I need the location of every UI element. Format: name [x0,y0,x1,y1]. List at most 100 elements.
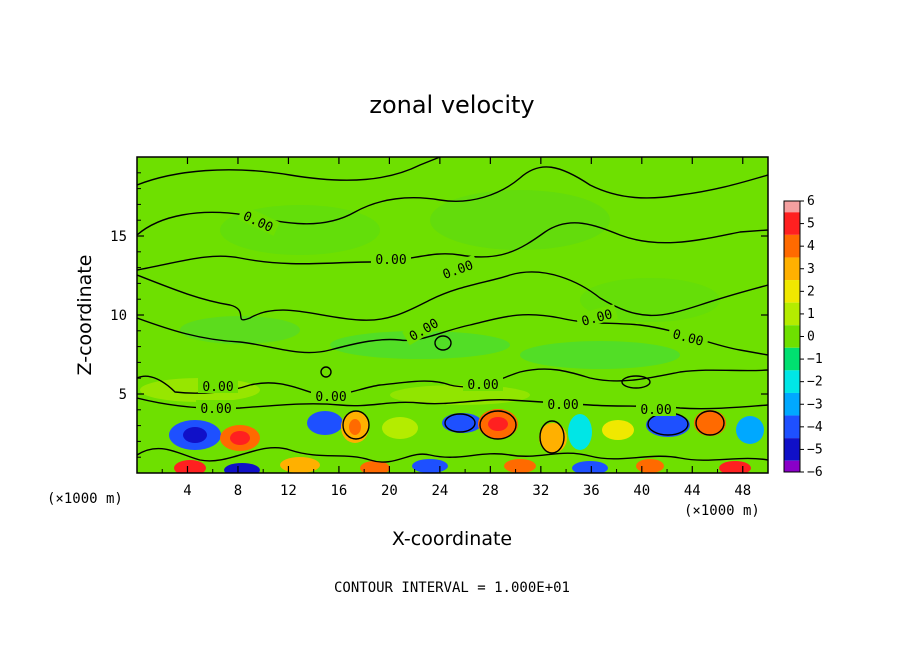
colorbar-label: −1 [807,352,823,367]
x-tick-label: 44 [684,483,701,499]
colorbar-swatch [784,302,800,326]
contour-label-bg [575,304,618,329]
x-tick-label: 32 [532,483,549,499]
colorbar-swatch [784,280,800,303]
contour-label-bg [196,400,236,415]
positive-blob [382,417,418,439]
contour-interval-note: CONTOUR INTERVAL = 1.000E+01 [334,580,570,596]
negative-blob [307,411,343,435]
field-patch [430,190,610,250]
contour-label-bg [667,324,710,349]
positive-blob [349,419,361,435]
colorbar-label: 1 [807,307,815,322]
positive-blob [602,420,634,440]
contour-loop [695,410,725,436]
contour-label-bg [311,388,351,403]
contour-label-bg [402,312,445,346]
colorbar-swatch [784,415,800,439]
positive-blob [488,417,508,431]
contour-label: 0.00 [640,403,671,418]
contour-line [137,271,768,321]
colorbar-label: −5 [807,442,823,457]
negative-blob [412,459,448,473]
contour-label-bg [463,376,503,391]
contour-loop [434,335,452,351]
x-axis-label: X-coordinate [392,528,512,550]
x-tick-label: 40 [633,483,650,499]
positive-blob [230,431,250,445]
x-tick-label: 12 [280,483,297,499]
negative-blob [568,414,592,450]
colorbar-label: −6 [807,465,823,480]
negative-blob [736,416,764,444]
colorbar-label: −4 [807,420,823,435]
contour-label: 0.00 [315,390,346,405]
contour-label-bg [198,378,238,393]
x-tick-label: 48 [734,483,751,499]
positive-blob [636,459,664,473]
contour-line [137,157,441,186]
contour-loop [342,410,370,440]
contour-label-bg [436,254,479,283]
positive-blob [360,461,390,473]
colorbar-swatch [784,212,800,235]
y-tick-label: 10 [110,308,127,324]
colorbar-swatch [784,257,800,281]
x-tick-label: 28 [482,483,499,499]
x-tick-label: 16 [330,483,347,499]
contour-loop [621,375,651,389]
colorbar-swatch [784,460,800,472]
colorbar-swatch [784,234,800,258]
positive-blob [174,460,206,473]
negative-blob [646,413,690,437]
colorbar-swatch [784,392,800,416]
colorbar-label: 4 [807,239,815,254]
y-axis-ticks: 5 10 15 [110,172,768,458]
y-tick-label: 5 [119,387,127,403]
colorbar-swatch [784,370,800,393]
negative-blob [572,461,608,473]
colorbar-label: −2 [807,375,823,390]
negative-blob [442,413,482,433]
chart-title: zonal velocity [369,91,534,119]
x-tick-label: 36 [583,483,600,499]
x-axis-units-left: (×1000 m) [47,491,123,507]
colorbar-label: 6 [807,194,815,209]
contour-label-bg [543,396,583,411]
x-tick-label: 20 [381,483,398,499]
contour-loop [444,413,476,433]
x-axis-units-right: (×1000 m) [684,503,760,519]
contour-label-bg [636,401,676,416]
contour-line [137,313,768,356]
colorbar-label: 0 [807,330,815,345]
contour-loop [320,366,332,378]
positive-blob [504,459,536,473]
contour-label-bg [371,251,411,266]
contour-label: 0.00 [202,380,233,395]
field-patch [330,331,510,359]
contour-line [137,222,768,271]
contour-loop [479,410,517,440]
y-axis-label: Z-coordinate [74,255,96,376]
colorbar-label: 5 [807,217,815,232]
plot-area: 0.00 0.00 0.00 0.00 0.00 0.00 0.00 0.00 … [136,156,769,474]
colorbar-swatch [784,347,800,371]
field-patch [180,316,300,344]
contour-label: 0.00 [547,398,578,413]
colorbar-label: 2 [807,284,815,299]
colorbar-swatch [784,325,800,348]
x-tick-label: 24 [431,483,448,499]
colorbar: 6 5 4 3 2 1 0 −1 −2 −3 −4 −5 −6 [783,194,823,480]
colorbar-label: 3 [807,262,815,277]
positive-blob [539,423,567,453]
colorbar-swatch [784,201,800,213]
contour-line [137,447,768,463]
x-tick-label: 8 [234,483,242,499]
y-tick-label: 15 [110,229,127,245]
positive-blob [694,410,726,436]
contour-label-bg [237,205,280,236]
contour-label: 0.00 [375,253,406,268]
contour-label: 0.00 [467,378,498,393]
negative-blob [183,427,207,443]
